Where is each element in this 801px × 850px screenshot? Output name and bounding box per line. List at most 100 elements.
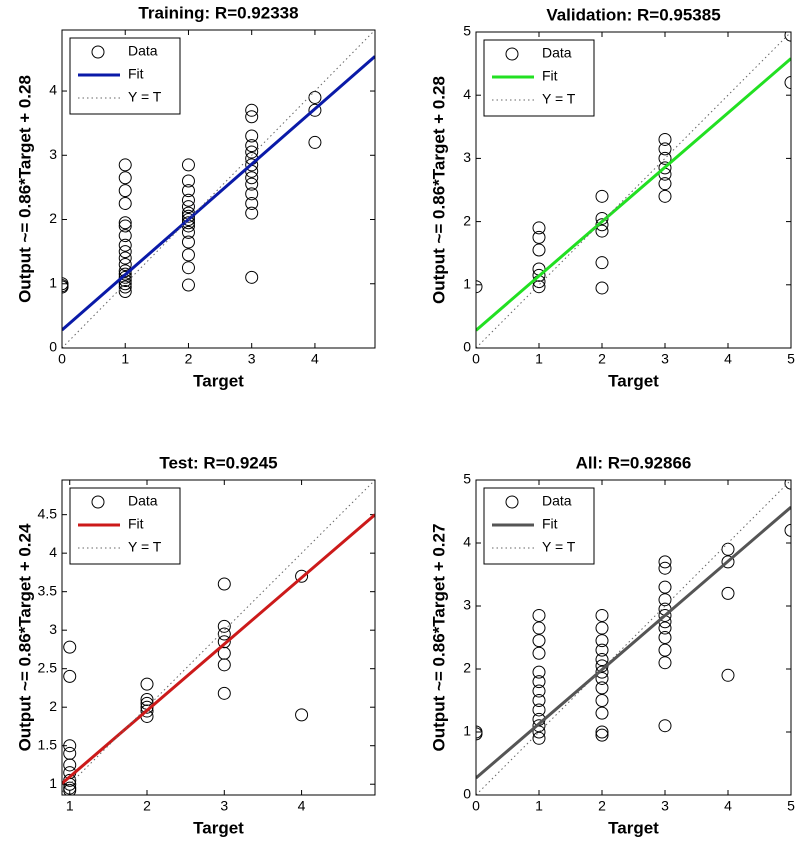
plot-content (476, 480, 791, 795)
data-point (476, 280, 483, 294)
data-point (595, 653, 609, 667)
x-tick-label: 5 (787, 351, 795, 367)
data-point (532, 268, 546, 282)
legend-box (483, 39, 595, 117)
data-point (658, 189, 672, 203)
data-point (181, 278, 195, 292)
data-point (63, 746, 77, 760)
data-point (532, 665, 546, 679)
data-point (658, 561, 672, 575)
data-point (181, 225, 195, 239)
data-point (295, 569, 309, 583)
data-point (595, 211, 609, 225)
chart-title: Validation: R=0.95385 (546, 5, 720, 24)
data-point (658, 161, 672, 175)
chart-title: Test: R=0.9245 (159, 453, 277, 472)
data-point (595, 643, 609, 657)
data-point (784, 32, 791, 42)
chart-title: All: R=0.92866 (576, 453, 692, 472)
fit-line (62, 55, 375, 332)
y-axis-label: Output ~= 0.86*Target + 0.24 (15, 523, 34, 751)
data-point (658, 643, 672, 657)
data-point (595, 671, 609, 685)
y-tick-label: 5 (463, 471, 471, 487)
legend-label: Fit (128, 66, 144, 82)
data-point (532, 725, 546, 739)
data-point (658, 621, 672, 635)
x-tick-label: 4 (724, 351, 732, 367)
data-point (217, 686, 231, 700)
axes-frame (475, 479, 792, 796)
y-tick-label: 1.5 (38, 736, 58, 752)
data-point (217, 619, 231, 633)
y-tick-label: 1 (463, 276, 471, 292)
data-point (63, 781, 77, 795)
data-point (658, 142, 672, 156)
data-point (181, 200, 195, 214)
data-point (118, 284, 132, 298)
y-tick-label: 3 (49, 621, 57, 637)
axes-frame (475, 31, 792, 349)
legend-marker (91, 45, 105, 59)
chart-title: Training: R=0.92338 (138, 3, 298, 22)
data-point (181, 184, 195, 198)
legend-label: Y = T (128, 539, 162, 555)
data-point (532, 703, 546, 717)
y-tick-label: 2 (463, 660, 471, 676)
data-point (784, 480, 791, 490)
x-tick-label: 3 (220, 798, 228, 814)
y-axis-label: Output ~= 0.86*Target + 0.28 (15, 75, 34, 303)
data-point (532, 221, 546, 235)
data-point (181, 158, 195, 172)
data-point (217, 635, 231, 649)
data-point (118, 229, 132, 243)
data-point (245, 196, 259, 210)
x-tick-label: 0 (472, 798, 480, 814)
data-point (181, 193, 195, 207)
legend-label: Fit (542, 516, 558, 532)
data-point (476, 725, 483, 739)
y-tick-label: 0 (463, 786, 471, 802)
data-point (118, 267, 132, 281)
data-point (118, 257, 132, 271)
data-point (532, 280, 546, 294)
data-point (245, 171, 259, 185)
data-point (308, 103, 322, 117)
data-point (721, 668, 735, 682)
y-tick-label: 4 (49, 82, 57, 98)
plot-content (62, 30, 375, 348)
data-point (140, 692, 154, 706)
y-tick-label: 3 (463, 149, 471, 165)
data-point (658, 555, 672, 569)
data-point (63, 739, 77, 753)
data-point (63, 640, 77, 654)
x-tick-label: 3 (248, 351, 256, 367)
x-axis-label: Target (608, 818, 659, 837)
data-point (532, 719, 546, 733)
y-tick-label: 4.5 (38, 505, 58, 521)
data-point (595, 665, 609, 679)
y-tick-label: 4 (49, 544, 57, 560)
x-tick-label: 4 (311, 351, 319, 367)
data-point (245, 103, 259, 117)
data-point (532, 731, 546, 745)
axes-frame (61, 29, 376, 349)
legend-label: Fit (542, 68, 558, 84)
data-point (181, 174, 195, 188)
data-point (532, 621, 546, 635)
data-point (245, 270, 259, 284)
legend-marker (505, 495, 519, 509)
legend-label: Data (128, 493, 158, 509)
x-tick-label: 1 (535, 351, 543, 367)
data-point (595, 189, 609, 203)
data-point (532, 675, 546, 689)
data-point (245, 177, 259, 191)
data-point (532, 230, 546, 244)
data-point (245, 158, 259, 172)
y-tick-label: 5 (463, 23, 471, 39)
data-point (595, 725, 609, 739)
x-tick-label: 1 (535, 798, 543, 814)
legend-label: Y = T (542, 91, 576, 107)
data-point (62, 280, 69, 294)
